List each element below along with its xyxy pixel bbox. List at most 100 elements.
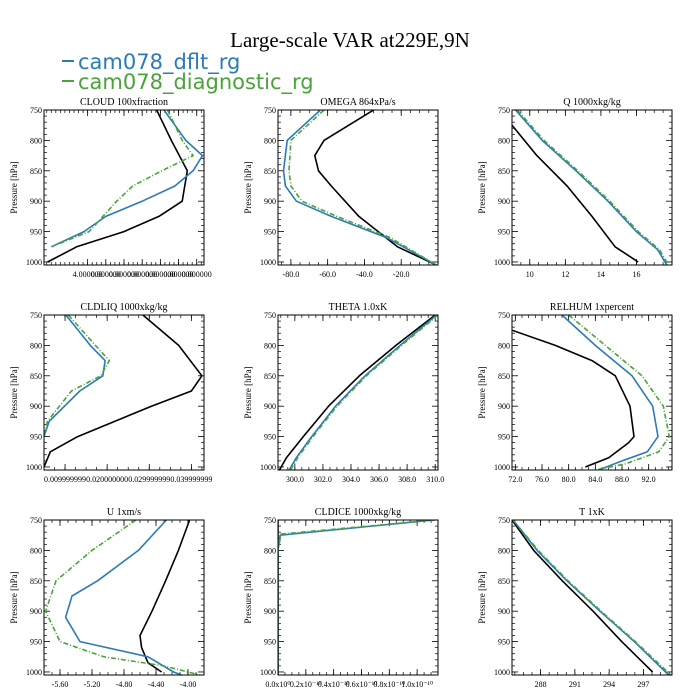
y-tick-label: 1000 [494, 463, 510, 472]
series-line-cam078-dflt-rg [288, 315, 438, 470]
panel-frame [43, 109, 205, 266]
y-tick-label: 950 [498, 638, 510, 647]
y-tick-label: 950 [498, 433, 510, 442]
x-tick-label: 0.000000 [109, 270, 139, 279]
x-tick-label: 1.0x10⁻¹⁰ [401, 680, 433, 689]
x-tick-label: 0.0x10⁰ [265, 680, 290, 689]
x-tick-label: -4.00 [180, 680, 197, 689]
x-tick-label: -80.0 [283, 270, 300, 279]
panel-title: CLDICE 1000xkg/kg [315, 507, 401, 518]
y-tick-label: 850 [30, 167, 42, 176]
x-tick-label: 72.0 [508, 475, 522, 484]
x-tick-label: 294 [603, 680, 615, 689]
series-line-cam078-diagnostic-rg [44, 315, 111, 437]
y-tick-label: 900 [30, 402, 42, 411]
panel-8: T 1xK Pressure [hPa] 750 800 850 900 950 1000 28… [477, 507, 673, 689]
x-tick-label: 0.029999999 [128, 475, 170, 484]
y-tick-label: 900 [498, 607, 510, 616]
legend-swatch-dflt [62, 60, 74, 62]
y-tick-label: 1000 [26, 668, 42, 677]
y-tick-label: 1000 [260, 668, 276, 677]
panel-2: Q 1000xkg/kg Pressure [hPa] 750 800 850 900 95… [477, 97, 673, 279]
series-line-observed [512, 124, 639, 263]
series-line-cam078-dflt-rg [50, 110, 204, 248]
x-tick-label: 88.0 [615, 475, 629, 484]
y-tick-label: 850 [498, 577, 510, 586]
y-tick-label: 800 [498, 341, 510, 350]
y-tick-label: 950 [498, 228, 510, 237]
x-tick-label: 84.0 [588, 475, 602, 484]
y-tick-label: 900 [30, 197, 42, 206]
panel-frame [511, 109, 673, 266]
panel-frame [511, 314, 673, 471]
x-tick-label: 302.0 [314, 475, 332, 484]
x-tick-label: 0.6x10⁻¹⁰ [346, 680, 378, 689]
legend-swatch-diagnostic [62, 80, 74, 82]
x-tick-label: 308.0 [398, 475, 416, 484]
x-tick-label: 288 [535, 680, 547, 689]
x-tick-label: 0.4x10⁻¹⁰ [318, 680, 350, 689]
panel-0: CLOUD 100xfraction Pressure [hPa] 750 800 85… [9, 97, 212, 279]
x-tick-label: 310.0 [426, 475, 444, 484]
y-tick-label: 1000 [260, 463, 276, 472]
series-line-cam078-dflt-rg [278, 520, 434, 675]
series-line-cam078-diagnostic-rg [516, 110, 670, 265]
y-tick-label: 750 [30, 311, 42, 320]
series-line-cam078-diagnostic-rg [568, 315, 671, 470]
y-tick-label: 750 [30, 106, 42, 115]
x-tick-label: 0.000000 [164, 270, 194, 279]
panel-title: Q 1000xkg/kg [563, 97, 621, 108]
x-tick-label: -20.0 [393, 270, 410, 279]
y-tick-label: 800 [30, 341, 42, 350]
panel-frame [43, 519, 205, 676]
y-tick-label: 950 [30, 433, 42, 442]
legend-entry-dflt: cam078_dflt_rg [62, 52, 240, 73]
y-axis-label: Pressure [hPa] [243, 366, 253, 418]
series-line-cam078-diagnostic-rg [289, 315, 438, 470]
x-tick-label: 300.0 [286, 475, 304, 484]
x-tick-label: 0.000000 [91, 270, 121, 279]
y-tick-label: 900 [264, 607, 276, 616]
y-tick-label: 1000 [260, 258, 276, 267]
panel-title: RELHUM 1xpercent [550, 302, 634, 313]
y-axis-label: Pressure [hPa] [477, 366, 487, 418]
y-tick-label: 850 [264, 577, 276, 586]
x-tick-label: 92.0 [642, 475, 656, 484]
x-tick-label: 0.020000000 [86, 475, 128, 484]
y-axis-label: Pressure [hPa] [477, 571, 487, 623]
y-tick-label: 800 [30, 136, 42, 145]
x-tick-label: 16 [632, 270, 640, 279]
y-axis-label: Pressure [hPa] [9, 571, 19, 623]
series-line-cam078-diagnostic-rg [51, 110, 194, 248]
panel-frame [277, 314, 439, 471]
legend-label-dflt: cam078_dflt_rg [78, 50, 241, 74]
series-line-observed [278, 315, 436, 470]
series-line-cam078-dflt-rg [64, 520, 182, 675]
panel-frame [43, 314, 205, 471]
y-tick-label: 900 [498, 197, 510, 206]
x-tick-label: 80.0 [562, 475, 576, 484]
y-tick-label: 750 [264, 311, 276, 320]
series-line-cam078-dflt-rg [561, 315, 659, 470]
series-line-cam078-dflt-rg [44, 315, 106, 437]
x-tick-label: -60.0 [319, 270, 336, 279]
y-tick-label: 750 [498, 516, 510, 525]
y-axis-label: Pressure [hPa] [9, 161, 19, 213]
x-tick-label: 14 [597, 270, 605, 279]
y-tick-label: 800 [264, 341, 276, 350]
x-tick-label: 0.039999999 [170, 475, 212, 484]
y-tick-label: 800 [498, 546, 510, 555]
y-tick-label: 850 [264, 372, 276, 381]
x-tick-label: 0.8x10⁻¹⁰ [373, 680, 405, 689]
x-tick-label: -5.20 [84, 680, 101, 689]
legend-entry-diagnostic: cam078_diagnostic_rg [62, 72, 314, 93]
x-tick-label: 10 [526, 270, 534, 279]
series-line-cam078-dflt-rg [282, 110, 437, 265]
y-tick-label: 1000 [494, 668, 510, 677]
y-axis-label: Pressure [hPa] [243, 161, 253, 213]
x-tick-label: 76.0 [535, 475, 549, 484]
panel-1: OMEGA 864xPa/s Pressure [hPa] 750 800 850 900… [243, 97, 439, 279]
y-tick-label: 950 [264, 228, 276, 237]
y-tick-label: 800 [264, 136, 276, 145]
